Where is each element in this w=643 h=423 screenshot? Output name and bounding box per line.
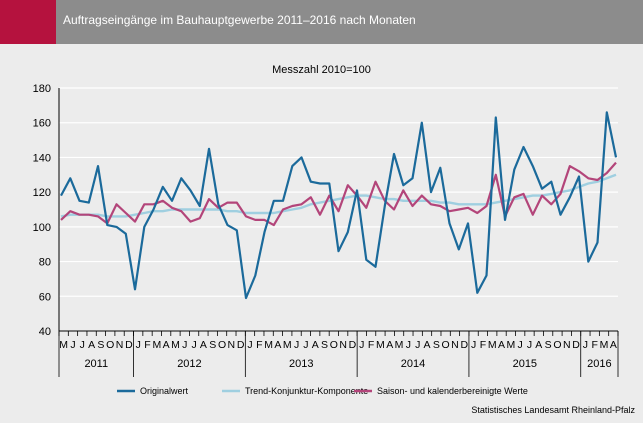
x-month-label: A <box>274 339 281 351</box>
x-month-label: M <box>283 339 292 351</box>
x-month-label: J <box>80 339 85 351</box>
x-month-label: O <box>218 339 226 351</box>
x-month-label: J <box>136 339 141 351</box>
x-month-label: J <box>70 339 75 351</box>
x-month-label: A <box>424 339 431 351</box>
x-month-label: J <box>182 339 187 351</box>
x-month-label: F <box>368 339 374 351</box>
chart-subtitle: Messzahl 2010=100 <box>272 64 371 76</box>
x-month-label: O <box>442 339 450 351</box>
x-month-label: N <box>116 339 124 351</box>
x-month-label: J <box>583 339 588 351</box>
x-year-label: 2015 <box>513 358 537 370</box>
x-month-label: S <box>321 339 328 351</box>
source-note: Statistisches Landesamt Rheinland-Pfalz <box>471 405 635 415</box>
x-year-label: 2016 <box>587 358 611 370</box>
x-month-label: F <box>480 339 486 351</box>
x-year-label: 2014 <box>401 358 425 370</box>
series-line-0 <box>60 111 618 300</box>
x-month-label: J <box>359 339 364 351</box>
header-bar <box>0 0 643 44</box>
legend-label: Trend-Konjunktur-Komponente <box>245 386 368 396</box>
x-month-label: F <box>256 339 262 351</box>
x-month-label: D <box>460 339 468 351</box>
header-accent <box>0 0 56 44</box>
x-month-label: A <box>498 339 505 351</box>
x-month-label: J <box>471 339 476 351</box>
x-month-label: J <box>406 339 411 351</box>
x-month-label: M <box>152 339 161 351</box>
x-month-label: M <box>506 339 515 351</box>
x-month-label: D <box>349 339 357 351</box>
x-month-label: M <box>395 339 404 351</box>
series-line-2 <box>60 161 617 227</box>
x-month-label: A <box>200 339 207 351</box>
x-month-label: S <box>209 339 216 351</box>
y-tick-label: 40 <box>39 326 51 338</box>
x-month-label: N <box>451 339 459 351</box>
x-month-label: D <box>237 339 245 351</box>
legend-label: Saison- und kalenderbereinigte Werte <box>377 386 528 396</box>
x-month-label: A <box>535 339 542 351</box>
x-month-label: D <box>125 339 133 351</box>
y-tick-label: 120 <box>33 187 51 199</box>
x-month-label: M <box>264 339 273 351</box>
y-tick-label: 80 <box>39 257 51 269</box>
x-month-label: J <box>191 339 196 351</box>
x-month-label: J <box>294 339 299 351</box>
legend-label: Originalwert <box>140 386 189 396</box>
page-title: Auftragseingänge im Bauhauptgewerbe 2011… <box>63 13 416 27</box>
legend: Originalwert Trend-Konjunktur-Komponente S… <box>117 386 528 396</box>
x-month-label: M <box>600 339 609 351</box>
x-month-label: M <box>171 339 180 351</box>
x-month-label: M <box>59 339 68 351</box>
x-month-label: J <box>518 339 523 351</box>
x-month-label: S <box>545 339 552 351</box>
x-month-label: O <box>553 339 561 351</box>
x-month-label: S <box>433 339 440 351</box>
x-month-label: O <box>106 339 114 351</box>
x-month-label: N <box>228 339 236 351</box>
x-month-label: J <box>303 339 308 351</box>
x-month-label: F <box>591 339 597 351</box>
x-month-label: D <box>572 339 580 351</box>
x-month-label: N <box>563 339 571 351</box>
x-month-label: F <box>144 339 150 351</box>
x-month-label: N <box>339 339 347 351</box>
x-year-label: 2012 <box>177 358 201 370</box>
x-month-label: M <box>376 339 385 351</box>
y-tick-label: 60 <box>39 291 51 303</box>
x-month-label: A <box>386 339 393 351</box>
series-lines <box>60 111 618 300</box>
y-tick-label: 100 <box>33 222 51 234</box>
x-year-label: 2013 <box>289 358 313 370</box>
x-month-label: O <box>330 339 338 351</box>
x-month-label: A <box>312 339 319 351</box>
x-month-label: M <box>488 339 497 351</box>
y-tick-label: 140 <box>33 152 51 164</box>
x-month-label: A <box>610 339 617 351</box>
x-year-label: 2011 <box>84 358 108 370</box>
y-tick-label: 180 <box>33 83 51 95</box>
x-month-label: J <box>247 339 252 351</box>
x-month-label: A <box>88 339 95 351</box>
x-month-label: A <box>163 339 170 351</box>
x-month-label: J <box>415 339 420 351</box>
x-month-label: S <box>97 339 104 351</box>
y-tick-label: 160 <box>33 118 51 130</box>
x-month-label: J <box>527 339 532 351</box>
